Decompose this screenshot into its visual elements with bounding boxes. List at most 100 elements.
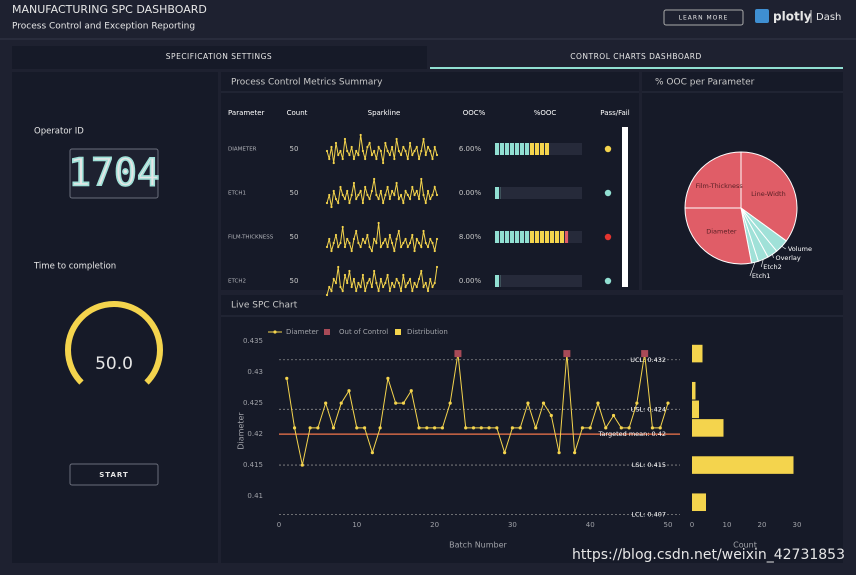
sparkline-point <box>373 269 376 273</box>
series-point <box>503 451 507 455</box>
sparkline-point <box>339 241 342 245</box>
sparkline-point <box>361 273 365 277</box>
series-point <box>526 401 530 405</box>
series-point <box>425 426 429 430</box>
sparkline-point <box>388 289 391 293</box>
sparkline-point <box>352 181 356 185</box>
y-tick-label: 0.435 <box>243 337 263 345</box>
sparkline-point <box>348 201 351 205</box>
sparkline-point <box>359 245 362 249</box>
sparkline-point <box>341 157 344 161</box>
status-dot <box>604 145 612 153</box>
series-point <box>471 426 476 430</box>
x-tick-label: 30 <box>508 521 517 529</box>
sparkline-point <box>420 149 423 153</box>
parameter: DIAMETER <box>228 147 257 153</box>
legend-label: Diameter <box>286 328 319 336</box>
sparkline-point <box>357 193 360 197</box>
sparkline-point <box>355 197 358 201</box>
settings-panel <box>12 72 218 563</box>
y-tick-label: 0.42 <box>247 430 263 438</box>
sparkline-point <box>368 277 371 281</box>
series-point <box>479 426 483 430</box>
sparkline-point <box>422 193 425 197</box>
sparkline-point <box>415 145 418 149</box>
ooc-bar-segment <box>540 231 544 243</box>
sparkline-point <box>364 289 367 293</box>
ooc-bar-segment <box>510 231 514 243</box>
sparkline-point <box>366 145 369 149</box>
series-point <box>549 413 553 418</box>
series-point <box>331 426 336 430</box>
sparkline-point <box>420 269 423 273</box>
tab[interactable] <box>12 46 427 69</box>
series-point <box>378 426 382 430</box>
series-point <box>433 426 437 430</box>
sparkline-point <box>417 197 421 201</box>
tab-active[interactable] <box>430 46 843 69</box>
sparkline-point <box>366 281 369 285</box>
ooc-bar-segment <box>545 143 549 155</box>
sparkline <box>326 178 438 208</box>
series-point <box>401 401 406 405</box>
status-dot <box>604 233 612 241</box>
sparkline-point <box>346 189 349 193</box>
sparkline-point <box>357 153 360 157</box>
sparkline-point <box>341 225 344 229</box>
sparkline-point <box>339 149 342 153</box>
ooc-bar-segment <box>520 143 524 155</box>
sparkline-point <box>359 285 362 289</box>
sparkline-point <box>359 189 362 193</box>
tab-label[interactable]: SPECIFICATION SETTINGS <box>166 52 272 61</box>
sparkline-point <box>424 201 427 205</box>
series-point <box>292 426 297 430</box>
metrics-panel <box>221 72 639 290</box>
hist-bar <box>692 456 794 474</box>
learn-more-button[interactable] <box>663 9 744 26</box>
ooc-bar-segment <box>535 231 539 243</box>
ooc-bar-segment <box>545 231 549 243</box>
series-point <box>635 401 639 405</box>
scrollbar[interactable] <box>622 127 628 287</box>
sparkline-point <box>435 265 439 269</box>
sparkline-point <box>384 281 387 285</box>
tab-label[interactable]: CONTROL CHARTS DASHBOARD <box>570 52 701 61</box>
series-point <box>541 401 546 405</box>
start-button[interactable] <box>69 463 159 486</box>
sparkline-point <box>431 157 434 161</box>
learn-more-label[interactable]: LEARN MORE <box>679 15 729 22</box>
column-header: %OOC <box>534 109 557 117</box>
sparkline-point <box>388 197 391 201</box>
series-point <box>324 401 328 405</box>
series-point <box>464 426 468 430</box>
sparkline-point <box>411 289 414 293</box>
sparkline-point <box>404 285 407 289</box>
ooc-marker <box>641 350 649 358</box>
sparkline-point <box>382 241 385 245</box>
sparkline-point <box>399 153 403 157</box>
sparkline-point <box>328 237 331 241</box>
sparkline-point <box>408 197 412 201</box>
hist-bar <box>692 419 724 437</box>
sparkline-point <box>384 193 387 197</box>
ooc-percent: 6.00% <box>459 145 482 153</box>
ooc-bar-segment <box>505 231 509 243</box>
sparkline-point <box>397 281 400 285</box>
operator-id: 1704 <box>68 151 160 195</box>
sparkline-point <box>355 149 358 153</box>
sparkline-point <box>337 201 340 205</box>
ooc-bar-segment <box>560 231 564 243</box>
sparkline-point <box>370 189 373 193</box>
sparkline-point <box>395 181 398 185</box>
sparkline-point <box>406 193 409 197</box>
sparkline-point <box>426 189 430 193</box>
series-line <box>286 353 669 466</box>
sparkline-point <box>429 277 432 281</box>
sparkline-point <box>364 157 367 161</box>
start-label[interactable]: START <box>99 471 129 479</box>
ooc-bar-segment <box>495 187 499 199</box>
x-axis-label: Batch Number <box>449 541 507 550</box>
sparkline-point <box>350 193 353 197</box>
ooc-bar-segment <box>535 143 539 155</box>
